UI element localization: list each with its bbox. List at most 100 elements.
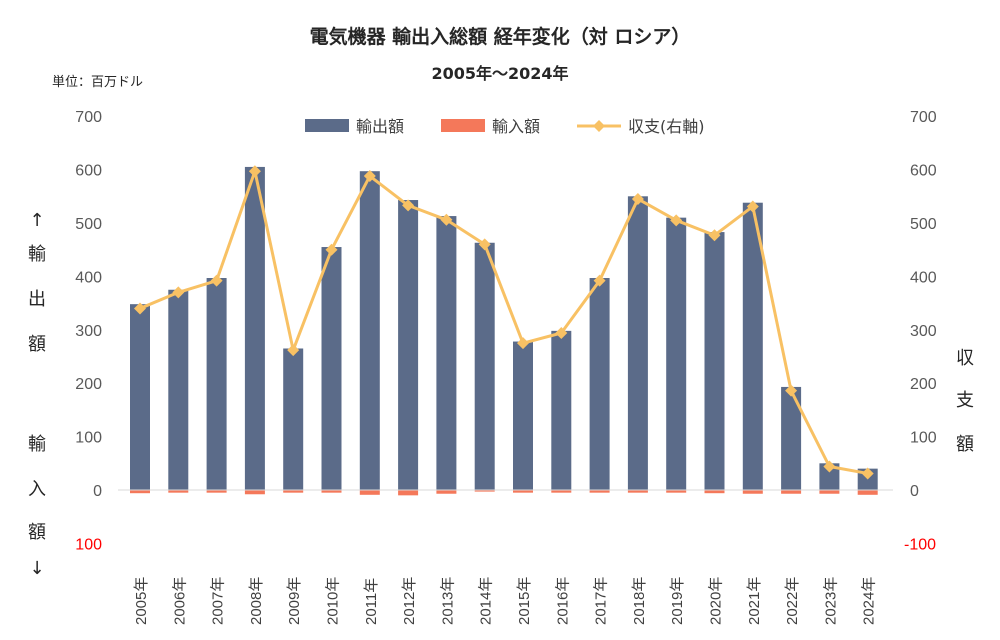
export-bar [474, 242, 495, 490]
x-tick-label: 2015年 [516, 577, 533, 625]
export-bar [781, 386, 802, 490]
x-tick-label: 2012年 [401, 577, 418, 625]
right-tick-label: 100 [910, 430, 937, 447]
import-bar [666, 490, 687, 493]
right-tick-label: 600 [910, 163, 937, 180]
legend-swatch-import [441, 119, 485, 132]
import-bar [168, 490, 189, 493]
chart-subtitle: 2005年～2024年 [431, 64, 569, 83]
left-tick-label: 500 [75, 216, 102, 233]
balance-point [478, 238, 491, 251]
right-tick-label-negative: -100 [904, 536, 936, 553]
import-bar [704, 490, 725, 494]
import-bar [359, 490, 380, 495]
x-tick-label: 2006年 [171, 577, 188, 625]
left-tick-label: 100 [75, 430, 102, 447]
balance-point [440, 213, 453, 226]
balance-point [172, 286, 185, 299]
balance-line [139, 169, 868, 475]
left-axis-label-top-1: 輸 [28, 244, 46, 265]
import-bar [436, 490, 457, 494]
right-axis-label-0: 収 [956, 348, 974, 369]
right-tick-label: 300 [910, 323, 937, 340]
export-bar [513, 341, 533, 490]
left-tick-label: 0 [93, 483, 102, 500]
x-tick-label: 2009年 [286, 577, 303, 625]
right-axis-label-2: 額 [956, 434, 974, 455]
export-bar [819, 463, 840, 490]
left-tick-label: 700 [75, 109, 102, 126]
balance-point [134, 302, 146, 315]
x-tick-label: 2005年 [133, 577, 150, 625]
left-axis-label-bottom-1: 入 [28, 479, 46, 500]
right-tick-label: 0 [910, 483, 919, 500]
balance-point [517, 337, 529, 350]
import-bar [627, 490, 648, 493]
import-bar [589, 490, 610, 493]
x-tick-label: 2020年 [708, 577, 725, 625]
export-bar [589, 278, 610, 490]
legend-marker-balance [593, 120, 605, 132]
x-tick-label: 2019年 [669, 577, 686, 625]
x-tick-label: 2010年 [325, 577, 342, 625]
x-tick-label: 2022年 [784, 577, 801, 625]
balance-point [670, 214, 683, 227]
balance-point [363, 170, 376, 183]
import-bar [742, 490, 763, 494]
x-tick-label: 2017年 [593, 577, 610, 625]
legend-label-balance: 収支(右軸) [628, 117, 705, 136]
balance-point [210, 274, 223, 287]
balance-point [861, 467, 874, 480]
export-bar [321, 247, 342, 490]
import-bar [206, 490, 227, 493]
export-bar [206, 278, 227, 490]
export-bar [283, 348, 304, 490]
chart-title: 電気機器 輸出入総額 経年変化（対 ロシア） [309, 26, 691, 48]
import-bar [781, 490, 802, 494]
balance-point [631, 192, 644, 205]
legend-label-import: 輸入額 [492, 117, 540, 136]
x-tick-label: 2023年 [822, 577, 839, 625]
balance-point [402, 199, 415, 212]
import-bar [283, 490, 304, 493]
import-bar [474, 490, 495, 492]
x-tick-label: 2014年 [478, 577, 495, 625]
x-tick-label: 2011年 [363, 578, 380, 625]
x-tick-label: 2008年 [248, 577, 265, 625]
balance-point [785, 384, 798, 397]
balance-point [823, 460, 836, 473]
left-tick-label: 200 [75, 376, 102, 393]
import-bar [857, 490, 878, 495]
legend-label-export: 輸出額 [356, 117, 404, 136]
import-bar [551, 490, 572, 493]
legend-swatch-export [305, 119, 349, 132]
x-tick-label: 2024年 [861, 577, 878, 625]
export-bar [130, 304, 150, 490]
x-tick-label: 2016年 [554, 577, 571, 625]
right-axis-label-1: 支 [956, 390, 974, 411]
balance-point [248, 165, 261, 178]
balance-point [593, 274, 606, 287]
left-axis-label-top-0: ↑ [29, 210, 45, 231]
export-bar [704, 232, 725, 490]
right-tick-label: 700 [910, 109, 937, 126]
left-tick-label: 400 [75, 269, 102, 286]
left-tick-label: 300 [75, 323, 102, 340]
import-bar [244, 490, 265, 495]
export-bar [244, 166, 265, 490]
left-axis-label-bottom-2: 額 [28, 522, 46, 543]
left-tick-label-negative: 100 [75, 536, 102, 553]
balance-point [708, 229, 721, 242]
x-tick-label: 2021年 [746, 577, 763, 625]
x-tick-label: 2013年 [439, 577, 456, 625]
right-tick-label: 200 [910, 376, 937, 393]
balance-point [555, 327, 568, 340]
x-tick-label: 2007年 [210, 577, 227, 625]
left-axis-label-bottom-3: ↓ [29, 558, 45, 579]
export-bar [551, 330, 572, 490]
export-bar [742, 202, 763, 490]
export-bar [627, 196, 648, 491]
left-axis-label-top-2: 出 [28, 289, 46, 310]
left-axis-label-bottom-0: 輸 [28, 434, 46, 455]
